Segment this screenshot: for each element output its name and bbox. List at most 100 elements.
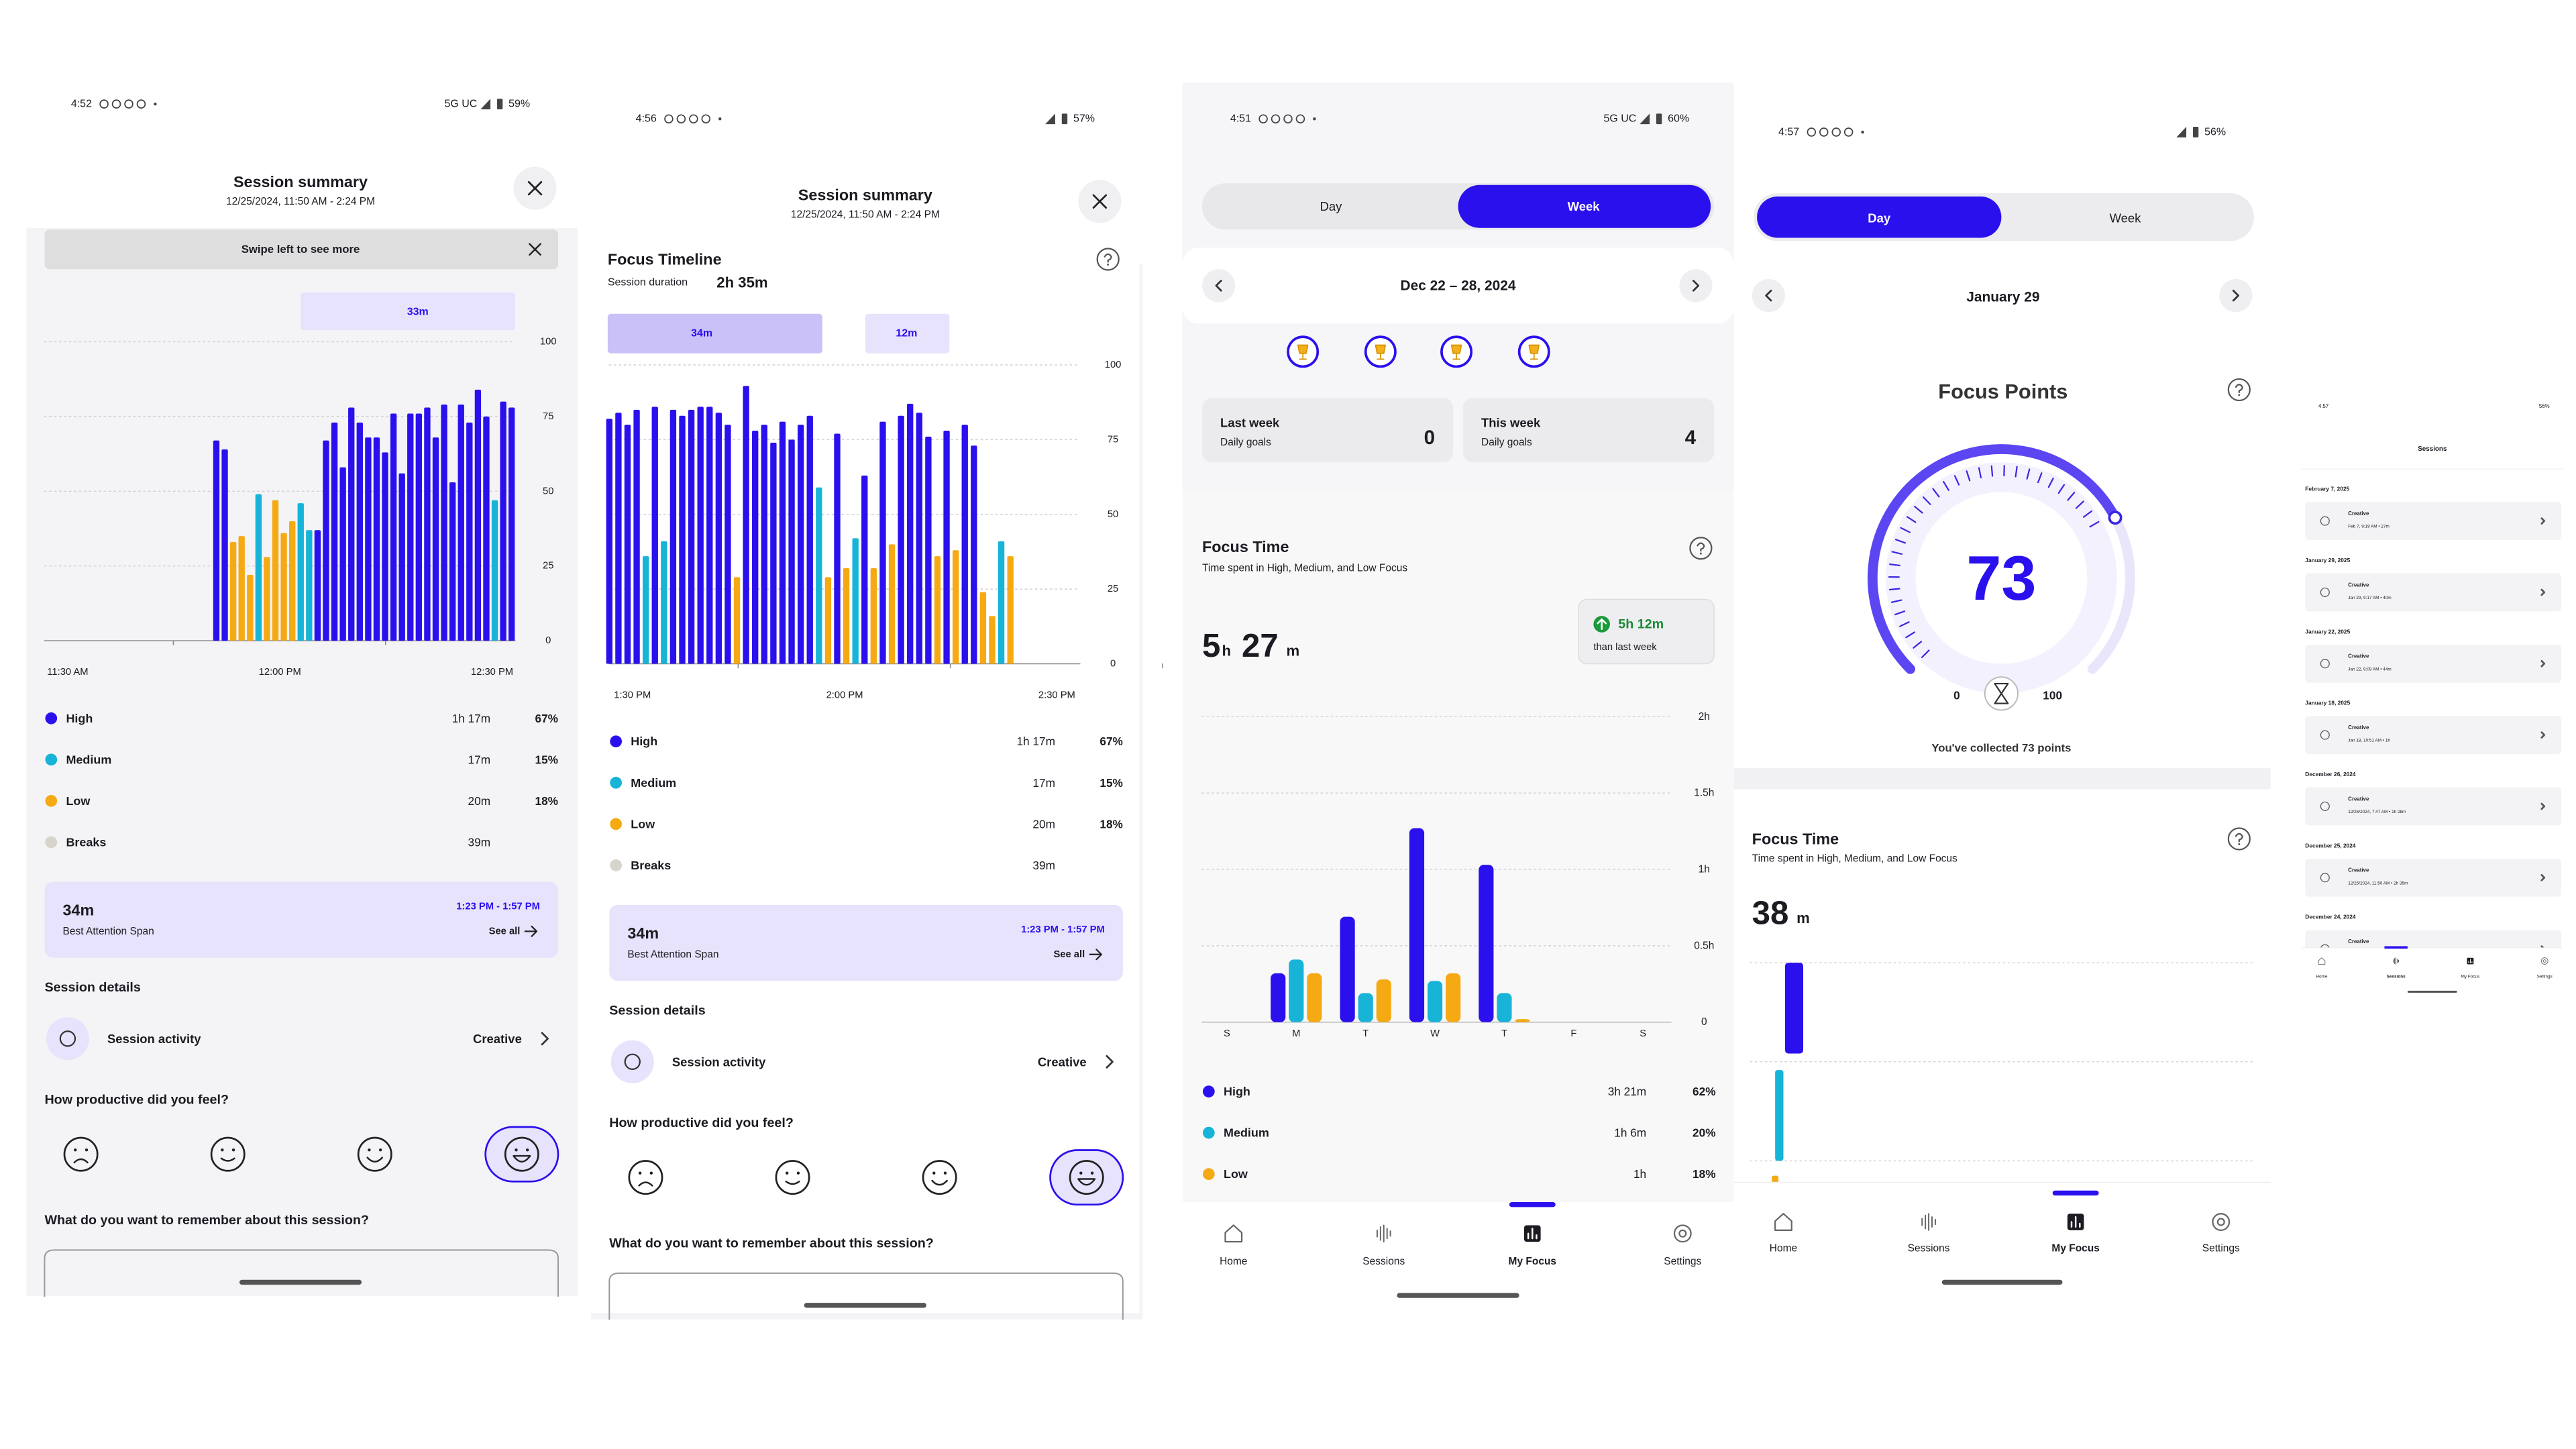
duration-value: 2h 35m: [716, 274, 767, 290]
segment-tab[interactable]: [607, 313, 822, 354]
bar: [989, 616, 996, 664]
home-indicator: [804, 1303, 926, 1308]
card-title: Last week: [1220, 416, 1280, 430]
bar: [724, 425, 731, 664]
help-button[interactable]: [1096, 248, 1120, 271]
nav-label[interactable]: Sessions: [1362, 1256, 1405, 1267]
mood-face[interactable]: [775, 1160, 810, 1195]
bar: [752, 431, 759, 664]
arrow-icon: [1089, 949, 1102, 961]
session-card[interactable]: [2305, 573, 2561, 612]
session-card[interactable]: [2305, 502, 2561, 540]
help-dot: [1699, 552, 1702, 555]
activity-value[interactable]: Creative: [473, 1032, 522, 1046]
face-selected[interactable]: [484, 1126, 559, 1183]
bar: [624, 425, 631, 664]
legend-dot: [1202, 1085, 1215, 1097]
screen: [2302, 392, 2563, 996]
face-eye: [515, 1148, 518, 1152]
bar: [615, 413, 622, 664]
see-all-link[interactable]: See all: [489, 926, 521, 936]
mood-face[interactable]: [504, 1136, 539, 1172]
legend-duration: 20m: [468, 794, 491, 808]
gauge-dial: [2075, 500, 2084, 509]
face-eye: [221, 1148, 224, 1152]
bar: [373, 437, 380, 641]
toggle-selected[interactable]: [1757, 196, 2002, 238]
legend-dot: [45, 753, 58, 766]
nav-button[interactable]: [1202, 269, 1236, 303]
bar: [916, 413, 922, 664]
nav-label[interactable]: Settings: [1664, 1256, 1701, 1267]
activity-value[interactable]: Creative: [1038, 1055, 1087, 1069]
mood-face[interactable]: [922, 1160, 957, 1195]
mood-face[interactable]: [628, 1160, 663, 1195]
screen: [26, 66, 578, 1297]
see-all-link[interactable]: See all: [1053, 949, 1085, 960]
gauge-dial: [1953, 475, 1960, 486]
nav-label[interactable]: My Focus: [2461, 974, 2480, 979]
face-selected[interactable]: [1049, 1149, 1124, 1206]
mood-face[interactable]: [357, 1136, 392, 1172]
mood-face[interactable]: [210, 1136, 246, 1172]
session-card[interactable]: [2305, 787, 2561, 826]
note-input[interactable]: [608, 1272, 1124, 1320]
chevron: [1215, 280, 1222, 292]
bar: [961, 425, 968, 664]
mood-face[interactable]: [1069, 1160, 1104, 1195]
y-tick-label: 50: [1108, 509, 1118, 520]
nav-label[interactable]: Home: [1220, 1256, 1247, 1267]
status-time: 4:56: [636, 113, 657, 125]
help-button[interactable]: [1689, 537, 1713, 560]
segment-tab[interactable]: [865, 313, 950, 354]
screen-title: Session summary: [233, 173, 368, 191]
legend-dot: [1202, 1126, 1215, 1139]
gauge-dial: [1905, 631, 1916, 639]
face-mouth: [513, 1155, 531, 1163]
nav-label[interactable]: My Focus: [1509, 1256, 1556, 1267]
legend-duration: 20m: [1032, 817, 1055, 830]
face-eye: [943, 1171, 947, 1175]
nav-button[interactable]: [1679, 269, 1713, 303]
session-card[interactable]: [2305, 716, 2561, 754]
legend-percent: 67%: [535, 712, 558, 725]
legend-percent: 18%: [1693, 1167, 1715, 1181]
mood-face[interactable]: [63, 1136, 99, 1172]
toggle-option[interactable]: Day: [1868, 211, 1891, 225]
battery-icon: [1061, 113, 1068, 125]
status-network: 5G UC: [444, 99, 477, 110]
session-card[interactable]: [2305, 644, 2561, 683]
session-card[interactable]: [2305, 859, 2561, 897]
toggle-option[interactable]: Week: [1568, 199, 1601, 213]
nav-label[interactable]: Sessions: [1908, 1242, 1950, 1254]
nav-label[interactable]: Sessions: [2387, 974, 2406, 979]
x-tick-label: 2:00 PM: [826, 690, 863, 700]
trophy-icon: [1297, 344, 1309, 360]
gauge-dial: [1894, 610, 1906, 616]
help-button[interactable]: [2227, 827, 2251, 851]
status-time: 4:57: [2318, 403, 2328, 409]
toggle-selected[interactable]: [1458, 184, 1711, 228]
toggle-option[interactable]: Week: [2110, 211, 2142, 225]
gauge-dial: [1932, 488, 1940, 498]
status-battery: 59%: [508, 99, 530, 110]
bar: [834, 433, 841, 664]
card-value: 4: [1685, 427, 1697, 449]
bar: [398, 473, 405, 641]
bar: [770, 442, 777, 664]
bar: [806, 415, 813, 664]
nav-label[interactable]: My Focus: [2051, 1242, 2099, 1254]
nav-label[interactable]: Home: [2316, 974, 2327, 979]
help-button[interactable]: [2227, 378, 2251, 402]
toggle-option[interactable]: Day: [1320, 199, 1343, 213]
session-name: Creative: [2348, 653, 2369, 659]
nav-label[interactable]: Settings: [2202, 1242, 2240, 1254]
nav-label[interactable]: Home: [1770, 1242, 1797, 1254]
face-mouth: [73, 1158, 89, 1164]
nav-button[interactable]: [1752, 279, 1785, 313]
legend-name: Breaks: [66, 835, 106, 849]
gauge-dial: [2089, 521, 2100, 528]
note-input[interactable]: [44, 1249, 559, 1297]
nav-button[interactable]: [2219, 279, 2253, 313]
nav-label[interactable]: Settings: [2537, 974, 2553, 979]
